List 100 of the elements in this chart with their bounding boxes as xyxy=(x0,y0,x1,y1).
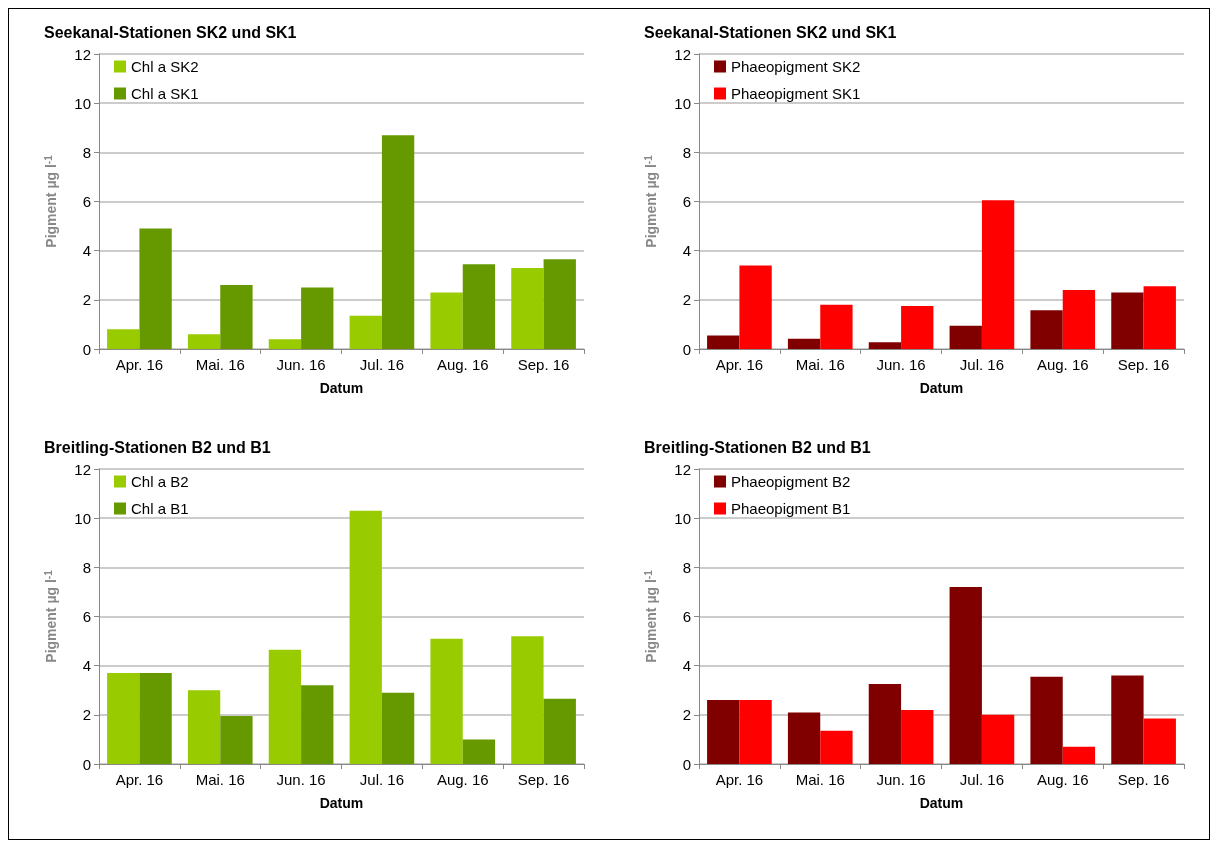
x-tick-label: Jun. 16 xyxy=(276,771,326,788)
x-tick-label: Aug. 16 xyxy=(1036,771,1089,788)
y-axis-title: Pigment µg l-1 xyxy=(42,569,59,663)
x-tick-label: Sep. 16 xyxy=(517,771,570,788)
bar xyxy=(1062,290,1096,349)
bar xyxy=(511,636,544,764)
legend-label: Phaeopigment B1 xyxy=(731,500,851,517)
bar xyxy=(707,700,740,764)
x-tick-label: Apr. 16 xyxy=(115,356,164,373)
y-tick-label: 4 xyxy=(682,657,691,675)
y-tick-label: 0 xyxy=(682,340,691,358)
bar xyxy=(1030,310,1063,349)
bar xyxy=(349,315,382,349)
bar xyxy=(349,510,382,764)
y-tick-label: 4 xyxy=(82,242,91,260)
bar xyxy=(787,338,821,349)
y-tick-label: 6 xyxy=(82,608,91,625)
bar xyxy=(1111,675,1144,764)
bar xyxy=(430,292,463,349)
x-tick-label: Mai. 16 xyxy=(195,771,245,788)
y-tick-label: 12 xyxy=(674,460,691,478)
y-tick-label: 0 xyxy=(82,340,91,358)
bar xyxy=(220,716,253,764)
chart-title: Seekanal-Stationen SK2 und SK1 xyxy=(644,23,897,41)
bar xyxy=(820,304,853,349)
x-tick-label: Jul. 16 xyxy=(959,771,1005,788)
bar xyxy=(820,730,853,764)
y-tick-label: 8 xyxy=(82,558,91,576)
bar xyxy=(1030,676,1063,764)
x-tick-label: Jul. 16 xyxy=(959,356,1005,373)
legend-label: Chl a SK1 xyxy=(131,85,199,102)
bar xyxy=(1143,718,1176,764)
bar xyxy=(381,692,415,764)
bar xyxy=(901,709,934,764)
chart-title: Breitling-Stationen B2 und B1 xyxy=(644,438,871,456)
x-tick-label: Jun. 16 xyxy=(276,356,326,373)
bar xyxy=(220,285,253,349)
y-tick-label: 4 xyxy=(682,242,691,260)
bar xyxy=(301,685,334,764)
y-tick-label: 2 xyxy=(682,291,691,309)
bar xyxy=(739,700,772,764)
y-axis-title: Pigment µg l-1 xyxy=(42,154,59,248)
bar xyxy=(868,342,902,349)
legend-label: Phaeopigment SK2 xyxy=(731,58,861,75)
y-tick-label: 8 xyxy=(682,558,691,576)
y-tick-label: 6 xyxy=(682,608,691,625)
x-axis-title: Datum xyxy=(319,380,364,396)
y-tick-label: 6 xyxy=(682,193,691,210)
x-tick-label: Sep. 16 xyxy=(1117,356,1170,373)
bar xyxy=(739,265,772,349)
bar xyxy=(1062,746,1096,764)
bar xyxy=(301,287,334,349)
legend-label: Chl a SK2 xyxy=(131,58,199,75)
y-tick-label: 8 xyxy=(82,143,91,161)
y-tick-label: 6 xyxy=(82,193,91,210)
bar xyxy=(901,305,934,349)
bar xyxy=(381,135,415,349)
x-tick-label: Apr. 16 xyxy=(115,771,164,788)
legend-label: Chl a B1 xyxy=(131,500,189,517)
bar xyxy=(107,329,140,349)
bar xyxy=(981,200,1015,349)
x-tick-label: Apr. 16 xyxy=(715,356,764,373)
y-tick-label: 2 xyxy=(82,291,91,309)
bar xyxy=(868,684,902,764)
y-tick-label: 2 xyxy=(682,706,691,724)
y-tick-label: 4 xyxy=(82,657,91,675)
y-axis-title: Pigment µg l-1 xyxy=(642,569,659,663)
y-tick-label: 10 xyxy=(674,509,691,527)
bar xyxy=(949,587,982,764)
y-tick-label: 12 xyxy=(674,45,691,63)
bar xyxy=(268,339,302,349)
x-tick-label: Aug. 16 xyxy=(1036,356,1089,373)
chart-title: Breitling-Stationen B2 und B1 xyxy=(44,438,271,456)
x-tick-label: Jun. 16 xyxy=(876,356,926,373)
y-tick-label: 10 xyxy=(674,94,691,112)
y-tick-label: 8 xyxy=(682,143,691,161)
x-axis-title: Datum xyxy=(919,795,964,811)
y-tick-label: 10 xyxy=(74,94,91,112)
chart-title: Seekanal-Stationen SK2 und SK1 xyxy=(44,23,297,41)
x-tick-label: Jun. 16 xyxy=(876,771,926,788)
bar xyxy=(462,739,496,764)
y-axis-title: Pigment µg l-1 xyxy=(642,154,659,248)
y-tick-label: 2 xyxy=(82,706,91,724)
bar xyxy=(139,673,172,764)
bar xyxy=(107,673,140,764)
bar xyxy=(139,228,172,349)
x-tick-label: Mai. 16 xyxy=(795,356,845,373)
x-tick-label: Aug. 16 xyxy=(436,356,489,373)
y-tick-label: 0 xyxy=(82,755,91,773)
x-tick-label: Aug. 16 xyxy=(436,771,489,788)
bar xyxy=(543,698,576,764)
x-tick-label: Mai. 16 xyxy=(795,771,845,788)
bar xyxy=(430,638,463,764)
legend-label: Phaeopigment SK1 xyxy=(731,85,861,102)
x-axis-title: Datum xyxy=(919,380,964,396)
y-tick-label: 12 xyxy=(74,460,91,478)
legend-label: Chl a B2 xyxy=(131,473,189,490)
bar xyxy=(1111,292,1144,349)
bar xyxy=(268,649,302,764)
bar xyxy=(949,325,982,349)
